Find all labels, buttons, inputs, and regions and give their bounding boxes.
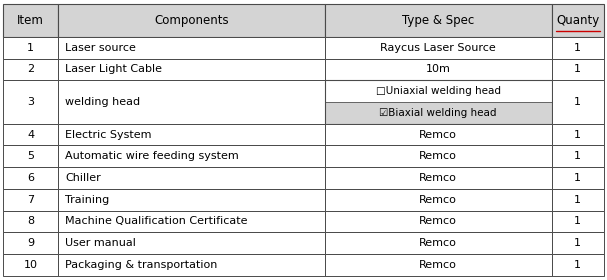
Bar	[325, 59, 552, 80]
Bar	[3, 211, 58, 232]
Text: Components: Components	[154, 14, 229, 27]
Bar	[552, 254, 604, 276]
Text: 1: 1	[574, 130, 582, 139]
Bar	[325, 167, 552, 189]
Text: Type & Spec: Type & Spec	[402, 14, 474, 27]
Text: Remco: Remco	[419, 238, 457, 248]
Text: Chiller: Chiller	[65, 173, 101, 183]
Text: User manual: User manual	[65, 238, 136, 248]
Bar	[3, 167, 58, 189]
Text: Raycus Laser Source: Raycus Laser Source	[380, 43, 496, 53]
Text: 6: 6	[27, 173, 34, 183]
Bar	[552, 145, 604, 167]
Bar	[552, 211, 604, 232]
Bar	[58, 37, 325, 59]
Bar	[552, 59, 604, 80]
Bar	[58, 145, 325, 167]
Bar	[325, 189, 552, 211]
Text: Remco: Remco	[419, 216, 457, 227]
Bar	[325, 80, 552, 124]
Bar	[58, 124, 325, 145]
Bar	[58, 189, 325, 211]
Text: 1: 1	[574, 97, 582, 107]
Text: 1: 1	[574, 64, 582, 74]
Bar	[3, 37, 58, 59]
Bar	[58, 254, 325, 276]
Text: Item: Item	[17, 14, 44, 27]
Bar	[58, 80, 325, 124]
Text: Remco: Remco	[419, 130, 457, 139]
Text: 1: 1	[574, 43, 582, 53]
Bar	[58, 4, 325, 37]
Bar	[552, 124, 604, 145]
Text: Remco: Remco	[419, 260, 457, 270]
Bar	[552, 189, 604, 211]
Bar	[58, 232, 325, 254]
Bar	[325, 211, 552, 232]
Bar	[552, 4, 604, 37]
Bar	[552, 232, 604, 254]
Bar	[325, 4, 552, 37]
Text: Remco: Remco	[419, 151, 457, 161]
Text: 1: 1	[574, 238, 582, 248]
Text: 1: 1	[574, 195, 582, 205]
Text: Training: Training	[65, 195, 109, 205]
Text: 10: 10	[24, 260, 38, 270]
Bar	[3, 189, 58, 211]
Bar	[325, 102, 552, 124]
Bar	[58, 211, 325, 232]
Text: 9: 9	[27, 238, 34, 248]
Text: Automatic wire feeding system: Automatic wire feeding system	[65, 151, 239, 161]
Text: 1: 1	[574, 260, 582, 270]
Bar	[325, 232, 552, 254]
Bar	[325, 80, 552, 102]
Bar	[325, 124, 552, 145]
Text: 1: 1	[27, 43, 34, 53]
Bar	[552, 80, 604, 124]
Bar	[552, 37, 604, 59]
Bar	[325, 37, 552, 59]
Text: 8: 8	[27, 216, 34, 227]
Text: 1: 1	[574, 173, 582, 183]
Bar	[3, 124, 58, 145]
Bar	[3, 232, 58, 254]
Text: Remco: Remco	[419, 173, 457, 183]
Bar	[325, 145, 552, 167]
Bar	[552, 167, 604, 189]
Text: 1: 1	[574, 151, 582, 161]
Text: Laser source: Laser source	[65, 43, 136, 53]
Bar	[3, 59, 58, 80]
Text: 1: 1	[574, 216, 582, 227]
Text: ☑Biaxial welding head: ☑Biaxial welding head	[379, 108, 497, 118]
Bar	[3, 254, 58, 276]
Bar	[3, 4, 58, 37]
Text: Machine Qualification Certificate: Machine Qualification Certificate	[65, 216, 248, 227]
Text: 5: 5	[27, 151, 34, 161]
Text: 7: 7	[27, 195, 34, 205]
Text: □Uniaxial welding head: □Uniaxial welding head	[376, 86, 501, 96]
Text: Laser Light Cable: Laser Light Cable	[65, 64, 162, 74]
Text: welding head: welding head	[65, 97, 140, 107]
Text: 2: 2	[27, 64, 34, 74]
Text: Packaging & transportation: Packaging & transportation	[65, 260, 217, 270]
Bar	[3, 80, 58, 124]
Bar	[58, 59, 325, 80]
Bar	[325, 254, 552, 276]
Bar	[3, 145, 58, 167]
Text: 10m: 10m	[426, 64, 450, 74]
Text: 3: 3	[27, 97, 34, 107]
Text: Remco: Remco	[419, 195, 457, 205]
Text: Quanty: Quanty	[556, 14, 600, 27]
Bar	[58, 167, 325, 189]
Text: 4: 4	[27, 130, 34, 139]
Text: Electric System: Electric System	[65, 130, 152, 139]
